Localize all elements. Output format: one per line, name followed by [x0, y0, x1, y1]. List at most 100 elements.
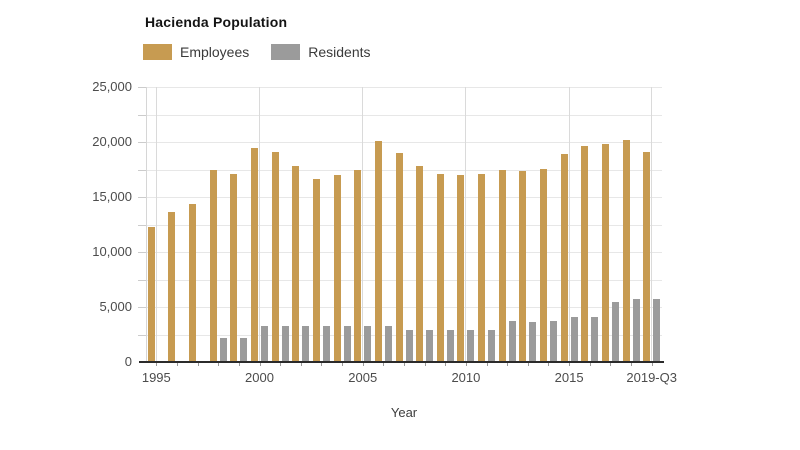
bar-employees-2019-Q3[interactable] [643, 152, 651, 362]
x-axis-tick [424, 363, 426, 366]
bar-employees-2008[interactable] [416, 166, 424, 362]
bar-residents-2004[interactable] [343, 326, 351, 362]
bar-employees-2015[interactable] [560, 153, 568, 362]
x-axis-tick [507, 363, 509, 366]
bar-residents-2005[interactable] [364, 326, 372, 362]
bar-employees-1997[interactable] [189, 204, 197, 362]
legend-label: Residents [308, 44, 371, 60]
bar-residents-2018[interactable] [632, 299, 640, 362]
bar-employees-2012[interactable] [498, 169, 506, 362]
x-gridline [465, 87, 467, 362]
y-gridline [146, 87, 662, 88]
bar-employees-2017[interactable] [601, 144, 609, 362]
bar-residents-2009[interactable] [446, 330, 454, 362]
bar-employees-2018[interactable] [622, 140, 630, 362]
x-axis-tick [383, 363, 385, 366]
bar-residents-2012[interactable] [508, 321, 516, 362]
y-gridline [146, 307, 662, 308]
bar-employees-1996[interactable] [168, 211, 176, 362]
y-tick-label: 10,000 [92, 244, 132, 259]
bar-employees-2003[interactable] [312, 179, 320, 362]
x-axis-tick [259, 363, 261, 366]
bar-residents-2003[interactable] [322, 326, 330, 362]
bar-residents-2007[interactable] [405, 329, 413, 362]
x-tick-label: 2005 [348, 370, 378, 385]
y-gridline [146, 142, 662, 143]
bar-residents-2011[interactable] [488, 329, 496, 362]
bar-employees-2014[interactable] [539, 168, 547, 362]
x-axis-tick [218, 363, 220, 366]
y-tick-label: 25,000 [92, 79, 132, 94]
bar-residents-2008[interactable] [426, 329, 434, 362]
bar-employees-2013[interactable] [519, 171, 527, 362]
x-tick-label: 2015 [554, 370, 584, 385]
y-axis-tick [138, 114, 146, 116]
chart-title: Hacienda Population [145, 14, 288, 30]
bar-employees-2016[interactable] [581, 145, 589, 362]
y-axis-tick [138, 197, 146, 198]
legend-label: Employees [180, 44, 250, 60]
bar-employees-1995[interactable] [147, 227, 155, 362]
x-axis-tick [610, 363, 612, 366]
x-axis-tick [631, 363, 633, 366]
y-axis-tick [138, 252, 146, 253]
x-gridline [259, 87, 261, 362]
x-tick-label: 2010 [451, 370, 481, 385]
bar-residents-1998[interactable] [219, 337, 227, 362]
bar-employees-2001[interactable] [271, 151, 279, 362]
bar-employees-2009[interactable] [436, 173, 444, 362]
bar-residents-2000[interactable] [261, 326, 269, 362]
bar-residents-2015[interactable] [570, 316, 578, 362]
x-axis-title: Year [390, 405, 418, 420]
legend-item-residents[interactable]: Residents [271, 44, 371, 60]
x-axis-tick [300, 363, 302, 366]
x-axis-line [139, 361, 664, 363]
bar-residents-2002[interactable] [302, 326, 310, 362]
x-axis-tick [342, 363, 344, 366]
bar-employees-2000[interactable] [251, 148, 259, 362]
y-gridline [146, 197, 662, 198]
x-tick-label: 1995 [141, 370, 171, 385]
bar-residents-2019-Q3[interactable] [653, 299, 661, 362]
y-axis-tick [138, 224, 146, 226]
x-gridline [155, 87, 157, 362]
x-axis-tick [197, 363, 199, 366]
y-gridline [146, 252, 662, 253]
bar-employees-1998[interactable] [209, 169, 217, 362]
x-axis-tick [321, 363, 323, 366]
bar-employees-2007[interactable] [395, 153, 403, 362]
bar-residents-1999[interactable] [240, 337, 248, 362]
legend-item-employees[interactable]: Employees [143, 44, 249, 60]
bar-employees-2006[interactable] [374, 141, 382, 362]
x-axis-tick [589, 363, 591, 366]
bar-employees-2011[interactable] [478, 173, 486, 362]
bar-residents-2006[interactable] [384, 326, 392, 362]
y-gridline [146, 114, 662, 116]
y-tick-label: 15,000 [92, 189, 132, 204]
bar-employees-2005[interactable] [354, 169, 362, 362]
legend: Employees Residents [143, 44, 393, 60]
bar-employees-2010[interactable] [457, 175, 465, 362]
plot-area [138, 87, 664, 366]
bar-residents-2017[interactable] [611, 301, 619, 362]
legend-swatch-employees [143, 44, 172, 60]
bar-residents-2001[interactable] [281, 326, 289, 362]
bar-residents-2014[interactable] [549, 320, 557, 362]
bar-employees-2002[interactable] [292, 166, 300, 362]
bar-employees-2004[interactable] [333, 175, 341, 362]
x-gridline [362, 87, 364, 362]
y-gridline [146, 279, 662, 281]
y-tick-label: 20,000 [92, 134, 132, 149]
bar-residents-2010[interactable] [467, 329, 475, 362]
y-axis-line [146, 87, 147, 362]
bar-residents-2013[interactable] [529, 321, 537, 362]
bar-employees-1999[interactable] [230, 173, 238, 362]
x-axis-tick [445, 363, 447, 366]
y-tick-label: 5,000 [99, 299, 132, 314]
bar-residents-2016[interactable] [591, 316, 599, 362]
y-axis-tick [138, 87, 146, 88]
x-axis-tick [569, 363, 571, 366]
x-axis-tick [238, 363, 240, 366]
x-axis-tick [527, 363, 529, 366]
